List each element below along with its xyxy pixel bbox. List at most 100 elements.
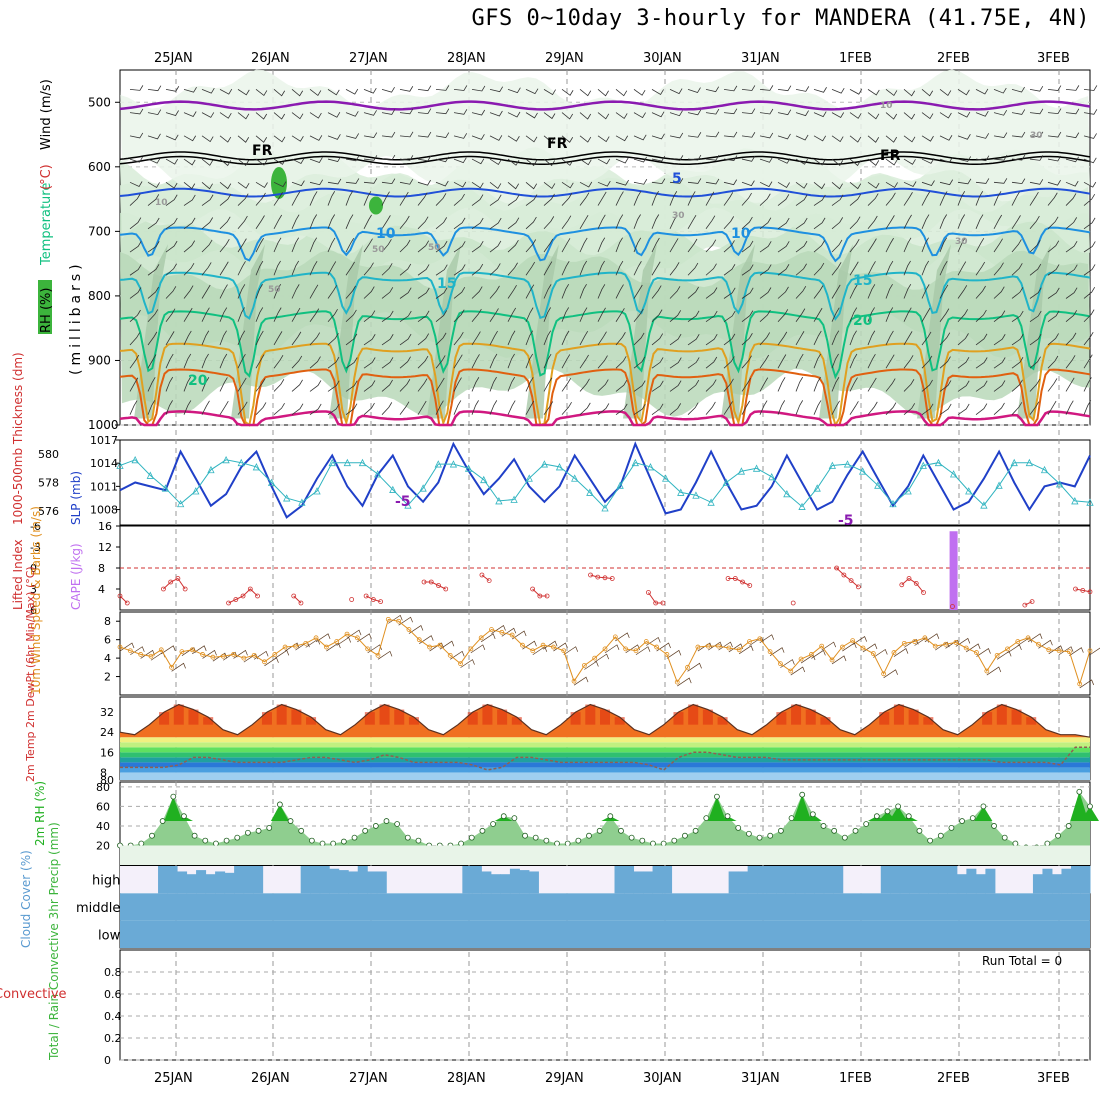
wind-barb	[183, 194, 196, 206]
wind-barb	[885, 89, 898, 97]
wind-barb	[489, 181, 502, 190]
wind-barb	[165, 331, 175, 346]
wind-barb	[219, 216, 231, 230]
temp-tick-label: 32	[100, 706, 114, 719]
wind-barb	[183, 353, 192, 369]
wind-barb	[381, 402, 393, 415]
wind-barb	[273, 135, 286, 143]
wind-barb	[867, 261, 876, 276]
wind-marker	[416, 637, 422, 643]
wind10m-barb	[873, 648, 888, 658]
wind-barb	[399, 108, 414, 115]
wind-barb	[903, 214, 912, 229]
wind-barb	[1083, 309, 1095, 323]
wind-barb	[417, 108, 432, 115]
temp-tick-label: 8	[100, 766, 107, 779]
temp-max-shade	[600, 709, 610, 725]
wind-barb	[669, 132, 684, 139]
wind-barb	[777, 109, 792, 116]
wind-barb	[705, 178, 720, 185]
wind-barb	[759, 108, 774, 115]
wind-barb	[705, 131, 720, 138]
wind-barb	[741, 108, 756, 115]
top-date-label: 2FEB	[937, 51, 970, 66]
wind10m-barb	[470, 644, 486, 654]
wind-barb	[525, 216, 537, 230]
wind-barb	[507, 307, 517, 322]
cloud-high-bar	[975, 874, 986, 894]
wind-barb	[453, 286, 466, 299]
wind10m-barb	[677, 677, 692, 687]
wind-barb	[1011, 287, 1024, 299]
rh-marker	[181, 813, 187, 820]
wind-barb	[759, 332, 771, 346]
cloud-high-bar	[937, 866, 948, 894]
rh-marker	[223, 837, 230, 844]
wind-barb	[489, 240, 502, 253]
wind-barb	[201, 217, 214, 230]
wind-barb	[543, 193, 555, 206]
cloud-high-bar	[947, 866, 958, 894]
rh-marker	[628, 834, 635, 841]
wind-barb	[453, 181, 467, 188]
wind-barb	[1065, 377, 1075, 392]
wind-barb	[489, 194, 502, 206]
wind10m-barb	[1058, 646, 1074, 656]
wind-barb	[273, 379, 285, 392]
wind-barb	[687, 262, 699, 276]
wind-barb	[615, 135, 629, 142]
wind-barb	[273, 89, 286, 97]
wind10m-barb	[315, 633, 331, 643]
li-marker	[1029, 599, 1035, 604]
wind-marker	[839, 644, 845, 650]
wind-barb	[129, 85, 144, 91]
wind-barb	[543, 330, 552, 346]
wind-barb	[957, 403, 970, 416]
wind-barb	[867, 307, 875, 322]
wind-barb	[1047, 400, 1057, 415]
wind-barb	[1029, 401, 1040, 415]
wind-barb	[777, 331, 788, 346]
cloud-high-bar	[367, 871, 378, 894]
wind-barb	[723, 216, 735, 230]
wind-barb	[201, 239, 213, 253]
wind-barb	[885, 181, 898, 188]
slp-tick-label: 1011	[90, 480, 118, 493]
wind10m-barb	[284, 642, 300, 652]
bottom-date-label: 3FEB	[1037, 1071, 1070, 1086]
rh-marker	[969, 815, 976, 822]
wind-marker	[262, 659, 267, 665]
wind-marker	[922, 635, 928, 641]
wind-barb	[867, 238, 877, 253]
rh-marker	[927, 837, 934, 844]
rh-shade	[120, 147, 1090, 256]
wind-barb	[435, 193, 447, 206]
wind-barb	[201, 377, 210, 392]
wind-barb	[543, 377, 553, 392]
contour-label: 50	[428, 243, 441, 253]
wind-barb	[453, 85, 468, 91]
cloud-tick-label: high	[92, 874, 120, 889]
wind-barb	[453, 217, 466, 230]
cloud-high-bar	[1080, 866, 1091, 894]
wind-barb	[939, 157, 953, 163]
temp-band	[120, 762, 1090, 768]
wind-barb	[1065, 193, 1077, 206]
wind10m-barb	[615, 632, 630, 642]
wind-barb	[813, 330, 822, 346]
cloud-high-bar	[158, 866, 169, 894]
rh-saturated-spot	[369, 196, 383, 215]
wind-barb	[723, 264, 736, 276]
wind-barb	[957, 237, 966, 253]
rh-peak-shade	[974, 806, 993, 822]
wind-barb	[777, 264, 790, 276]
wind-barb	[417, 131, 432, 138]
wind10m-barb	[842, 642, 857, 652]
wind-marker	[447, 652, 453, 658]
cloud-high-bar	[1061, 868, 1072, 894]
wind-barb	[849, 194, 862, 206]
wind-barb	[741, 180, 755, 187]
wind-barb	[543, 284, 552, 299]
thickness-marker	[661, 474, 670, 482]
thickness-tick-label: 576	[38, 505, 59, 518]
